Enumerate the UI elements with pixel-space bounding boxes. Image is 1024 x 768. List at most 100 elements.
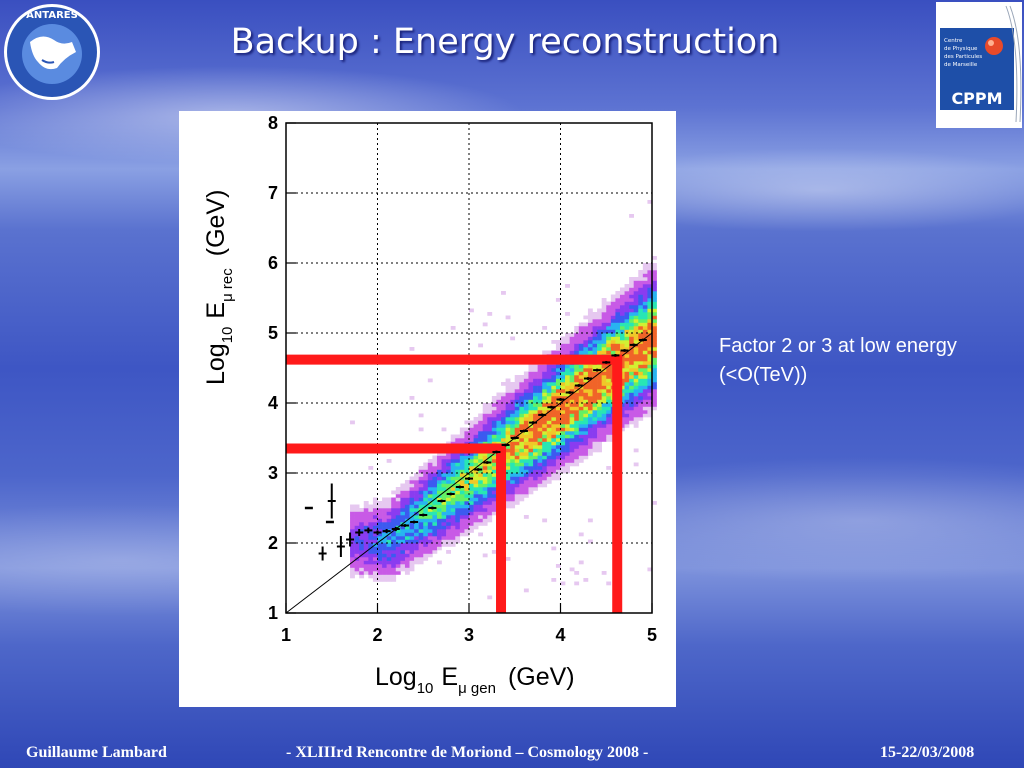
heatmap-cell: [615, 350, 621, 355]
heatmap-cell: [533, 424, 538, 428]
heatmap-cell: [619, 382, 625, 386]
heatmap-cell: [359, 557, 365, 561]
heatmap-cell: [382, 522, 387, 526]
heatmap-cell: [629, 280, 634, 285]
heatmap-cell: [555, 438, 561, 442]
heatmap-cell: [546, 462, 552, 467]
heatmap-cell: [546, 378, 552, 383]
heatmap-cell: [523, 466, 529, 470]
heatmap-cell: [523, 403, 529, 407]
heatmap-cell: [359, 539, 365, 544]
heatmap-cell: [551, 427, 557, 432]
heatmap-cell: [647, 322, 653, 327]
x-tick-label: 4: [555, 625, 565, 645]
heatmap-cell: [469, 434, 474, 439]
heatmap-cell: [400, 553, 406, 558]
heatmap-cell: [427, 494, 433, 498]
heatmap-cell: [391, 504, 397, 509]
heatmap-cell: [354, 553, 360, 558]
grid-lines: [286, 123, 652, 613]
heatmap-cell: [560, 364, 566, 369]
heatmap-cell: [514, 459, 520, 463]
heatmap-cell: [624, 347, 630, 351]
heatmap-cell: [519, 452, 525, 456]
heatmap-cell: [606, 410, 612, 414]
heatmap-cell: [446, 518, 451, 523]
heatmap-cell: [533, 452, 538, 456]
heatmap-cell: [414, 525, 419, 530]
heatmap-cell: [478, 532, 484, 537]
heatmap-cell: [372, 529, 378, 533]
heatmap-cell: [482, 403, 488, 407]
heatmap-cell: [601, 319, 607, 323]
heatmap-cell: [528, 438, 534, 442]
heatmap-cell: [578, 364, 584, 369]
heatmap-cell: [615, 291, 621, 295]
heatmap-cell: [441, 515, 447, 519]
heatmap-cell: [606, 336, 612, 341]
heatmap-cell: [441, 462, 447, 467]
heatmap-cell: [478, 476, 484, 481]
heatmap-cell: [368, 571, 374, 575]
heatmap-cell: [565, 343, 570, 348]
antares-logo: ANTARES: [4, 4, 100, 100]
heatmap-cell: [400, 557, 406, 561]
heatmap-cell: [432, 508, 438, 512]
heatmap-cell: [551, 434, 557, 439]
heatmap-cell: [377, 532, 383, 537]
heatmap-cell: [404, 525, 410, 530]
heatmap-cell: [546, 438, 552, 442]
heatmap-cell: [565, 333, 570, 337]
heatmap-cell: [359, 525, 365, 530]
heatmap-cell: [523, 438, 529, 442]
heatmap-cell: [652, 347, 657, 351]
heatmap-cell: [377, 564, 383, 568]
heatmap-cell: [560, 448, 566, 453]
heatmap-cell: [642, 410, 648, 414]
heatmap-cell: [647, 298, 653, 302]
heatmap-cell: [496, 420, 502, 425]
heatmap-cell: [455, 490, 461, 495]
heatmap-cell: [528, 364, 534, 369]
heatmap-cell: [523, 392, 529, 397]
heatmap-cell: [436, 508, 442, 512]
heatmap-cell: [647, 385, 653, 390]
heatmap-cell: [496, 410, 502, 414]
heatmap-cell: [400, 518, 406, 523]
heatmap-cell: [642, 378, 648, 383]
heatmap-cell: [400, 539, 406, 544]
heatmap-cell: [404, 539, 410, 544]
heatmap-cell: [551, 368, 557, 372]
heatmap-cell: [592, 441, 598, 446]
heatmap-cell: [629, 301, 634, 306]
heatmap-cell: [359, 567, 365, 572]
heatmap-cell: [386, 501, 392, 505]
heatmap-cell: [647, 413, 653, 418]
heatmap-cell: [647, 343, 653, 348]
heatmap-cell: [587, 315, 593, 320]
heatmap-cell: [423, 529, 429, 533]
heatmap-cell: [551, 546, 557, 551]
heatmap-cell: [551, 441, 557, 446]
heatmap-cell: [496, 399, 502, 404]
heatmap-cell: [647, 319, 653, 323]
heatmap-cell: [482, 410, 488, 414]
heatmap-cell: [619, 350, 625, 355]
heatmap-cell: [537, 459, 543, 463]
heatmap-cell: [523, 389, 529, 393]
heatmap-cell: [386, 550, 392, 554]
heatmap-cell: [464, 508, 470, 512]
heatmap-cell: [423, 539, 429, 544]
heatmap-cell: [638, 357, 644, 362]
heatmap-cell: [652, 361, 657, 365]
heatmap-cell: [633, 399, 639, 404]
heatmap-cell: [469, 483, 474, 488]
heatmap-cell: [597, 329, 602, 334]
heatmap-cell: [491, 427, 497, 432]
heatmap-cell: [464, 420, 470, 425]
heatmap-cell: [414, 476, 419, 481]
heatmap-cell: [624, 389, 630, 393]
heatmap-cell: [459, 504, 465, 509]
heatmap-cell: [455, 504, 461, 509]
heatmap-cell: [560, 424, 566, 428]
